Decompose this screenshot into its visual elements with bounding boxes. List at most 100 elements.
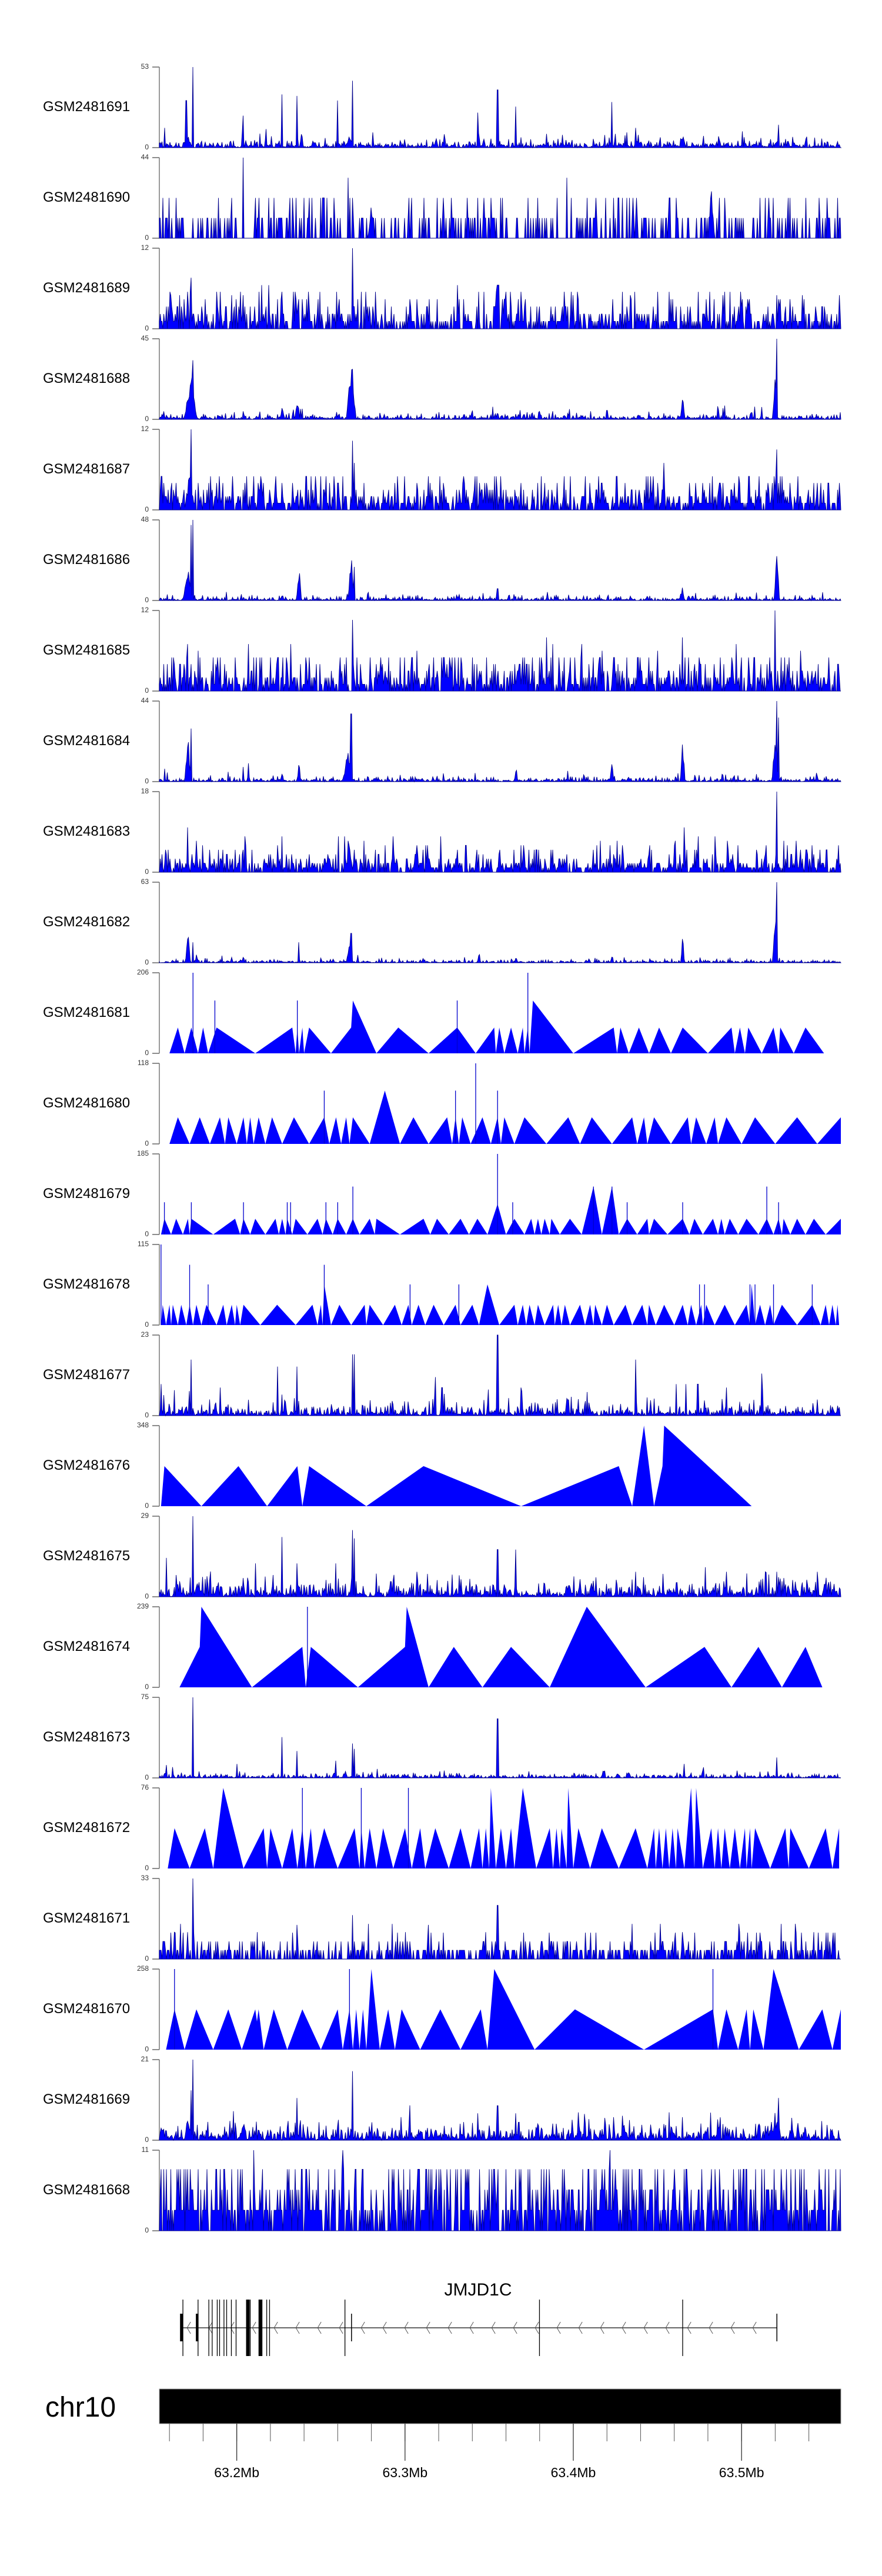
signal-area: [159, 1334, 841, 1417]
track-GSM2481681: GSM2481681 206 0: [43, 968, 824, 1057]
signal-area: [161, 1186, 841, 1234]
track-label: GSM2481669: [43, 2091, 130, 2107]
strand-arrow-icon: [360, 2321, 365, 2334]
axis-label-63-5: 63.5Mb: [719, 2465, 764, 2480]
y-axis-zero-label: 0: [145, 2226, 149, 2234]
signal-area: [159, 157, 841, 239]
strand-arrow-icon: [469, 2321, 474, 2334]
track-label: GSM2481677: [43, 1367, 130, 1383]
y-axis-max-label: 11: [142, 2145, 149, 2154]
signal-area: [159, 882, 841, 964]
track-label: GSM2481682: [43, 914, 130, 930]
track-GSM2481674: GSM2481674 239 0: [43, 1602, 823, 1691]
signal-area: [161, 1426, 752, 1506]
y-axis-max-label: 48: [141, 515, 149, 523]
track-label: GSM2481679: [43, 1186, 130, 1202]
gene-exon: [196, 2314, 199, 2341]
track-GSM2481682: GSM2481682 63 0: [43, 877, 841, 966]
axis-label-63-4: 63.4Mb: [551, 2465, 596, 2480]
strand-arrow-icon: [252, 2321, 256, 2334]
track-label: GSM2481684: [43, 733, 130, 749]
track-GSM2481687: GSM2481687 12 0: [43, 425, 841, 513]
track-label: GSM2481687: [43, 461, 130, 477]
y-axis-zero-label: 0: [145, 1230, 149, 1238]
y-axis-zero-label: 0: [145, 1320, 149, 1329]
y-axis-max-label: 45: [141, 334, 149, 342]
signal-area: [159, 791, 841, 873]
track-label: GSM2481672: [43, 1820, 130, 1836]
strand-arrow-icon: [687, 2321, 691, 2334]
strand-arrow-icon: [752, 2321, 757, 2334]
y-axis-max-label: 12: [141, 425, 149, 433]
y-axis-max-label: 12: [141, 606, 149, 614]
y-axis-max-label: 23: [141, 1330, 149, 1339]
y-axis-zero-label: 0: [145, 1049, 149, 1057]
strand-arrow-icon: [513, 2321, 517, 2334]
y-axis-zero-label: 0: [145, 143, 149, 151]
y-axis-zero-label: 0: [145, 1954, 149, 1963]
signal-area: [159, 1878, 841, 1960]
track-label: GSM2481675: [43, 1548, 130, 1564]
track-label: GSM2481676: [43, 1457, 130, 1473]
signal-area: [161, 1284, 840, 1325]
track-label: GSM2481668: [43, 2182, 130, 2198]
signal-area: [168, 1788, 840, 1868]
track-label: GSM2481673: [43, 1729, 130, 1745]
track-label: GSM2481689: [43, 280, 130, 296]
y-axis-max-label: 348: [137, 1421, 149, 1429]
strand-arrow-icon: [556, 2321, 561, 2334]
y-axis-zero-label: 0: [145, 1139, 149, 1147]
axis-label-63-2: 63.2Mb: [214, 2465, 259, 2480]
y-axis-zero-label: 0: [145, 1773, 149, 1781]
track-label: GSM2481670: [43, 2001, 130, 2017]
signal-area: [166, 1969, 841, 2050]
track-label: GSM2481671: [43, 1910, 130, 1926]
y-axis-zero-label: 0: [145, 1501, 149, 1510]
y-axis-zero-label: 0: [145, 596, 149, 604]
gene-exon: [246, 2300, 250, 2356]
track-label: GSM2481688: [43, 371, 130, 386]
y-axis-max-label: 63: [141, 877, 149, 886]
y-axis-max-label: 44: [141, 696, 149, 705]
track-GSM2481688: GSM2481688 45 0: [43, 334, 841, 423]
strand-arrow-icon: [317, 2321, 322, 2334]
signal-area: [159, 2059, 841, 2141]
track-GSM2481671: GSM2481671 33 0: [43, 1874, 841, 1963]
signal-area: [159, 610, 841, 692]
y-axis-max-label: 239: [137, 1602, 149, 1610]
signal-area: [169, 1090, 841, 1144]
track-GSM2481668: GSM2481668 11 0: [43, 2145, 841, 2234]
strand-arrow-icon: [709, 2321, 713, 2334]
signal-area: [159, 2150, 841, 2231]
gene-model: [180, 2300, 778, 2356]
gene-exon: [180, 2314, 183, 2341]
track-GSM2481675: GSM2481675 29 0: [43, 1511, 841, 1600]
y-axis-max-label: 53: [141, 62, 149, 71]
signal-area: [159, 700, 841, 783]
track-GSM2481686: GSM2481686 48 0: [43, 515, 841, 604]
track-GSM2481673: GSM2481673 75 0: [43, 1693, 841, 1781]
track-GSM2481670: GSM2481670 258 0: [43, 1964, 841, 2053]
track-label: GSM2481691: [43, 99, 130, 115]
track-GSM2481689: GSM2481689 12 0: [43, 243, 841, 332]
strand-arrow-icon: [404, 2321, 409, 2334]
chromosome-label: chr10: [45, 2392, 116, 2423]
y-axis-zero-label: 0: [145, 505, 149, 513]
strand-arrow-icon: [295, 2321, 300, 2334]
y-axis-max-label: 44: [141, 153, 149, 161]
signal-area: [159, 248, 841, 329]
y-axis-max-label: 33: [141, 1874, 149, 1882]
axis-ticks: [169, 2424, 810, 2461]
y-axis-zero-label: 0: [145, 777, 149, 785]
y-axis-max-label: 76: [141, 1783, 149, 1791]
strand-arrow-icon: [578, 2321, 583, 2334]
y-axis-zero-label: 0: [145, 1864, 149, 1872]
gene-track: JMJD1C: [180, 2280, 778, 2356]
strand-arrow-icon: [426, 2321, 430, 2334]
track-GSM2481669: GSM2481669 21 0: [43, 2055, 841, 2144]
track-label: GSM2481681: [43, 1005, 130, 1020]
axis-label-63-3: 63.3Mb: [382, 2465, 427, 2480]
track-GSM2481676: GSM2481676 348 0: [43, 1421, 752, 1510]
track-GSM2481672: GSM2481672 76 0: [43, 1783, 840, 1872]
